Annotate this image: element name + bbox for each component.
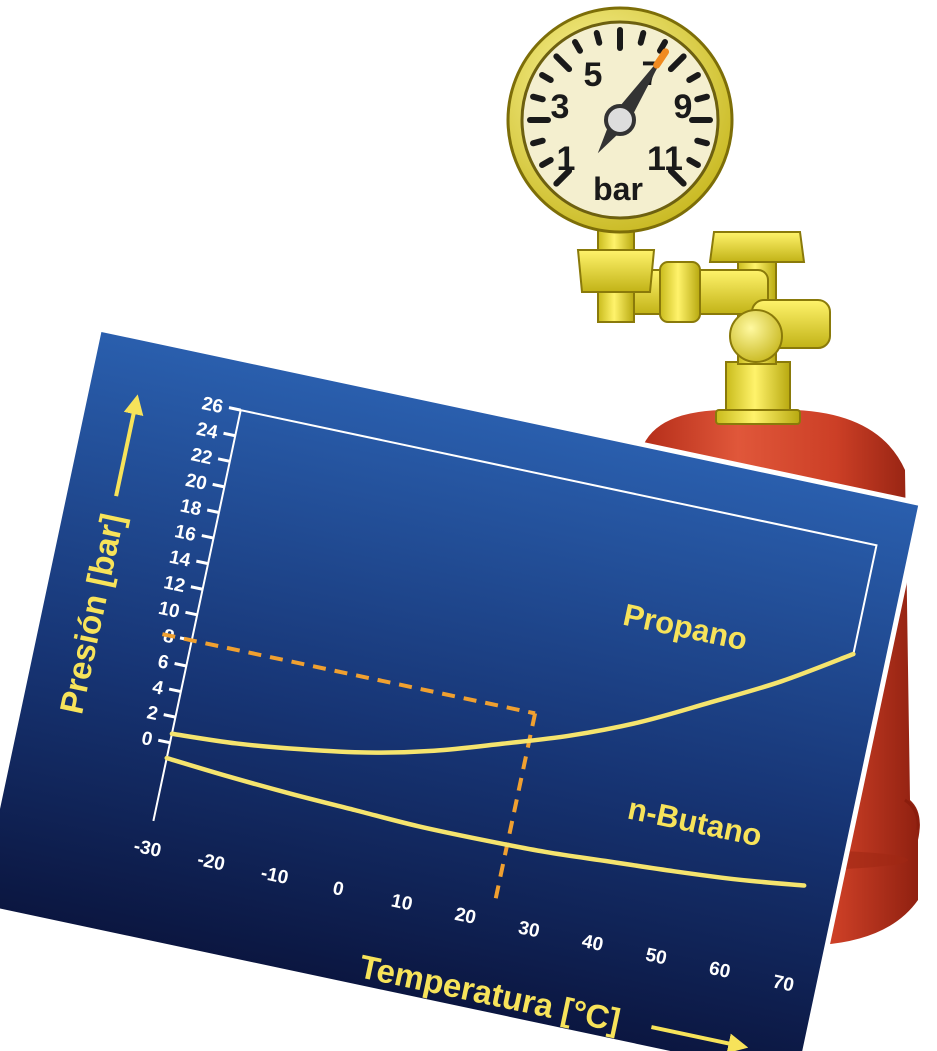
x-tick-label: 60 bbox=[707, 958, 732, 983]
gauge-tick bbox=[694, 93, 710, 103]
gauge-tick bbox=[667, 167, 687, 187]
y-tick-mark bbox=[163, 713, 176, 719]
gauge-needle bbox=[597, 48, 670, 154]
y-tick-mark bbox=[228, 406, 242, 412]
x-axis-arrow bbox=[650, 1025, 749, 1051]
gauge-tick bbox=[553, 167, 573, 187]
y-tick-label: 22 bbox=[189, 444, 214, 469]
y-tick-label: 18 bbox=[178, 496, 203, 521]
gauge-tick bbox=[686, 157, 701, 168]
gauge-tick bbox=[637, 30, 647, 46]
gauge-tick bbox=[657, 39, 668, 54]
gauge-tick bbox=[539, 72, 554, 83]
gauge-tick bbox=[539, 157, 554, 168]
y-tick-mark bbox=[168, 687, 182, 694]
gauge-number-3: 3 bbox=[551, 88, 570, 126]
gauge-number-9: 9 bbox=[674, 88, 693, 126]
y-tick-label: 20 bbox=[184, 470, 209, 495]
y-axis-arrow bbox=[114, 394, 144, 497]
series-line-n-butano bbox=[164, 755, 807, 888]
y-tick-label: 0 bbox=[140, 728, 155, 751]
chart-panel bbox=[0, 326, 925, 1051]
reference-line-pressure bbox=[161, 632, 536, 716]
y-tick-mark bbox=[206, 508, 220, 514]
gauge-tick bbox=[530, 137, 546, 147]
gauge-tick bbox=[553, 53, 573, 73]
y-tick-label: 6 bbox=[156, 651, 171, 674]
y-tick-mark bbox=[185, 610, 198, 617]
gauge-number-5: 5 bbox=[584, 56, 603, 94]
y-tick-label: 16 bbox=[173, 521, 198, 546]
y-tick-label: 14 bbox=[167, 547, 192, 572]
gauge-number-11: 11 bbox=[647, 140, 683, 178]
chart-card: 02468101214161820222426-30-20-1001020304… bbox=[0, 326, 925, 1051]
x-tick-label: 30 bbox=[516, 917, 541, 942]
gauge-needle-tip bbox=[653, 48, 670, 69]
y-tick-mark bbox=[174, 662, 187, 668]
gauge-tick bbox=[593, 30, 603, 46]
gauge-unit: bar bbox=[593, 171, 643, 207]
gauge-ticks bbox=[527, 27, 713, 187]
gauge-tick bbox=[694, 137, 710, 147]
y-tick-label: 10 bbox=[156, 598, 181, 623]
x-tick-label: 0 bbox=[331, 878, 346, 901]
gauge-pivot bbox=[604, 104, 636, 136]
y-tick-label: 26 bbox=[200, 393, 225, 418]
y-tick-mark bbox=[217, 457, 231, 463]
gauge-tick bbox=[667, 53, 687, 73]
gauge-tick bbox=[686, 72, 701, 83]
series-line-propano bbox=[169, 651, 856, 755]
y-tick-mark bbox=[196, 559, 209, 566]
y-tick-mark bbox=[190, 585, 203, 591]
x-tick-label: 10 bbox=[389, 890, 414, 915]
gauge-tick bbox=[530, 93, 546, 103]
pressure-gauge: 1 3 5 7 9 11 bar bbox=[506, 6, 734, 234]
x-tick-label: 50 bbox=[644, 944, 669, 969]
y-tick-label: 12 bbox=[162, 572, 187, 597]
reference-line-temperature bbox=[492, 712, 538, 905]
x-tick-label: 70 bbox=[771, 972, 796, 997]
x-tick-label: 40 bbox=[580, 931, 605, 956]
valve-assembly bbox=[576, 213, 831, 425]
y-tick-label: 2 bbox=[145, 702, 160, 725]
y-tick-mark bbox=[157, 738, 171, 745]
y-tick-label: 4 bbox=[150, 677, 165, 700]
y-tick-label: 24 bbox=[194, 419, 219, 444]
y-tick-mark bbox=[223, 431, 236, 438]
gauge-number-1: 1 bbox=[557, 140, 576, 178]
y-tick-mark bbox=[201, 534, 214, 540]
x-tick-label: 20 bbox=[453, 904, 478, 929]
y-tick-mark bbox=[212, 482, 225, 489]
gauge-tick bbox=[572, 39, 583, 54]
